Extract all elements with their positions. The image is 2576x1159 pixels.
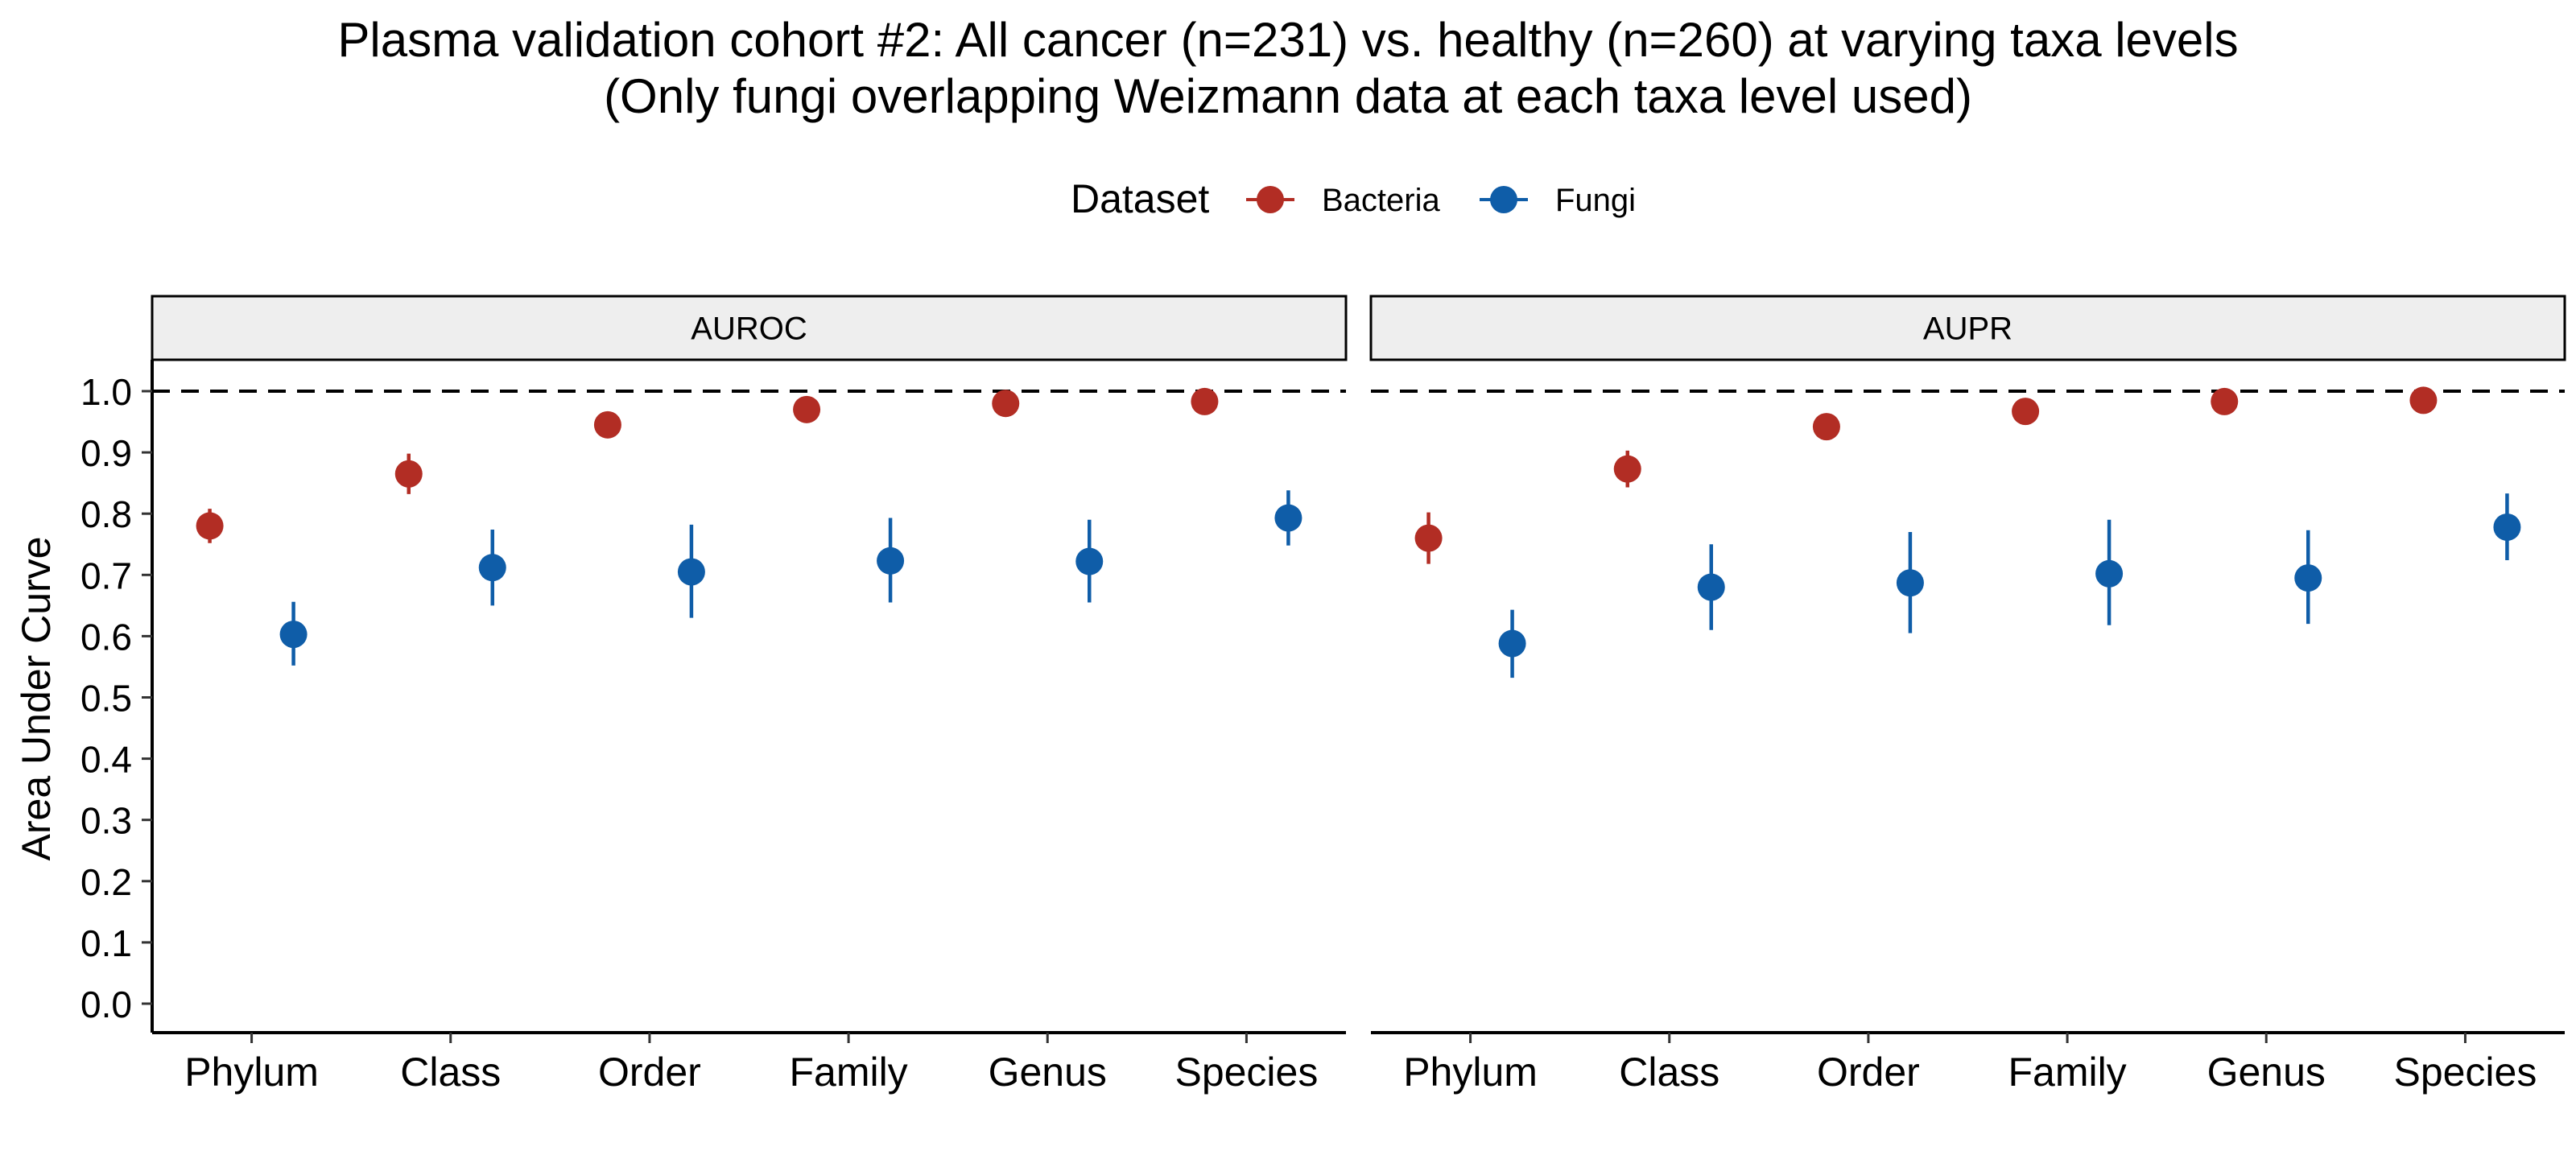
x-tick-label: Class xyxy=(1619,1050,1719,1095)
data-point xyxy=(478,554,506,582)
facet-strip-label: AUPR xyxy=(1923,311,2013,347)
y-tick-label: 0.6 xyxy=(80,616,132,658)
data-point xyxy=(279,621,308,649)
legend-item-fungi: Fungi xyxy=(1480,183,1636,218)
data-point xyxy=(1274,504,1302,532)
facet-panel-auroc: AUROC Phylum Class Order Family Genus Species xyxy=(151,295,1348,1095)
data-point xyxy=(2493,513,2521,541)
legend-key-point-bacteria xyxy=(1257,186,1284,213)
data-point xyxy=(992,390,1020,418)
x-tick-label: Genus xyxy=(989,1050,1107,1095)
data-point xyxy=(1191,387,1219,415)
legend-title: Dataset xyxy=(1071,176,1209,221)
data-point xyxy=(593,410,621,439)
x-tick-label: Species xyxy=(1174,1050,1318,1095)
x-tick-label: Class xyxy=(400,1050,501,1095)
data-point xyxy=(2211,387,2239,415)
x-tick-label: Phylum xyxy=(1403,1050,1538,1095)
legend-label-fungi: Fungi xyxy=(1555,183,1636,218)
chart-subtitle: (Only fungi overlapping Weizmann data at… xyxy=(604,69,1972,123)
y-tick-label: 0.4 xyxy=(80,739,132,781)
series-fungi xyxy=(279,490,1302,666)
x-tick-label: Order xyxy=(1817,1050,1920,1095)
data-point xyxy=(2409,386,2438,415)
y-tick-label: 0.1 xyxy=(80,922,132,964)
data-point xyxy=(1812,413,1840,441)
data-point xyxy=(677,558,705,586)
facet-strip xyxy=(151,295,1348,361)
data-point xyxy=(394,460,423,488)
x-tick-label: Family xyxy=(789,1050,907,1095)
legend-item-bacteria: Bacteria xyxy=(1246,183,1440,218)
y-tick-label: 0.7 xyxy=(80,555,132,596)
data-point xyxy=(793,395,821,423)
data-point xyxy=(196,512,224,540)
data-point xyxy=(1613,455,1641,483)
series-bacteria xyxy=(196,387,1219,543)
data-point xyxy=(2095,559,2124,588)
y-tick-label: 0.5 xyxy=(80,678,132,720)
data-point xyxy=(1075,547,1104,575)
series-fungi xyxy=(1498,493,2521,678)
y-tick-label: 0.3 xyxy=(80,800,132,842)
y-axis-title: Area Under Curve xyxy=(14,537,59,861)
data-point xyxy=(1414,524,1443,552)
y-axis: 0.0 0.1 0.2 0.3 0.4 0.5 0.6 0.7 0.8 0.9 1.0 xyxy=(80,360,154,1033)
chart-title: Plasma validation cohort #2: All cancer … xyxy=(337,13,2239,67)
data-point xyxy=(1896,569,1924,597)
x-tick-label: Species xyxy=(2393,1050,2537,1095)
legend: Dataset Bacteria Fungi xyxy=(1071,176,1636,221)
facet-strip-label: AUROC xyxy=(691,311,807,347)
x-tick-label: Order xyxy=(598,1050,701,1095)
data-point xyxy=(1697,573,1725,601)
data-point xyxy=(877,547,905,575)
x-tick-label: Family xyxy=(2008,1050,2126,1095)
x-tick-label: Phylum xyxy=(184,1050,319,1095)
y-tick-label: 0.8 xyxy=(80,493,132,535)
data-point xyxy=(1498,629,1526,658)
data-point xyxy=(2012,398,2040,426)
y-tick-label: 0.9 xyxy=(80,432,132,474)
series-bacteria xyxy=(1414,386,2438,564)
y-tick-label: 1.0 xyxy=(80,371,132,413)
legend-label-bacteria: Bacteria xyxy=(1322,183,1440,218)
x-tick-label: Genus xyxy=(2207,1050,2326,1095)
data-point xyxy=(2294,564,2322,592)
facet-panel-aupr: AUPR Phylum Class Order Family Genus Species xyxy=(1369,295,2566,1095)
legend-key-point-fungi xyxy=(1490,186,1517,213)
y-tick-label: 0.2 xyxy=(80,861,132,903)
facet-strip xyxy=(1369,295,2566,361)
y-tick-label: 0.0 xyxy=(80,984,132,1025)
